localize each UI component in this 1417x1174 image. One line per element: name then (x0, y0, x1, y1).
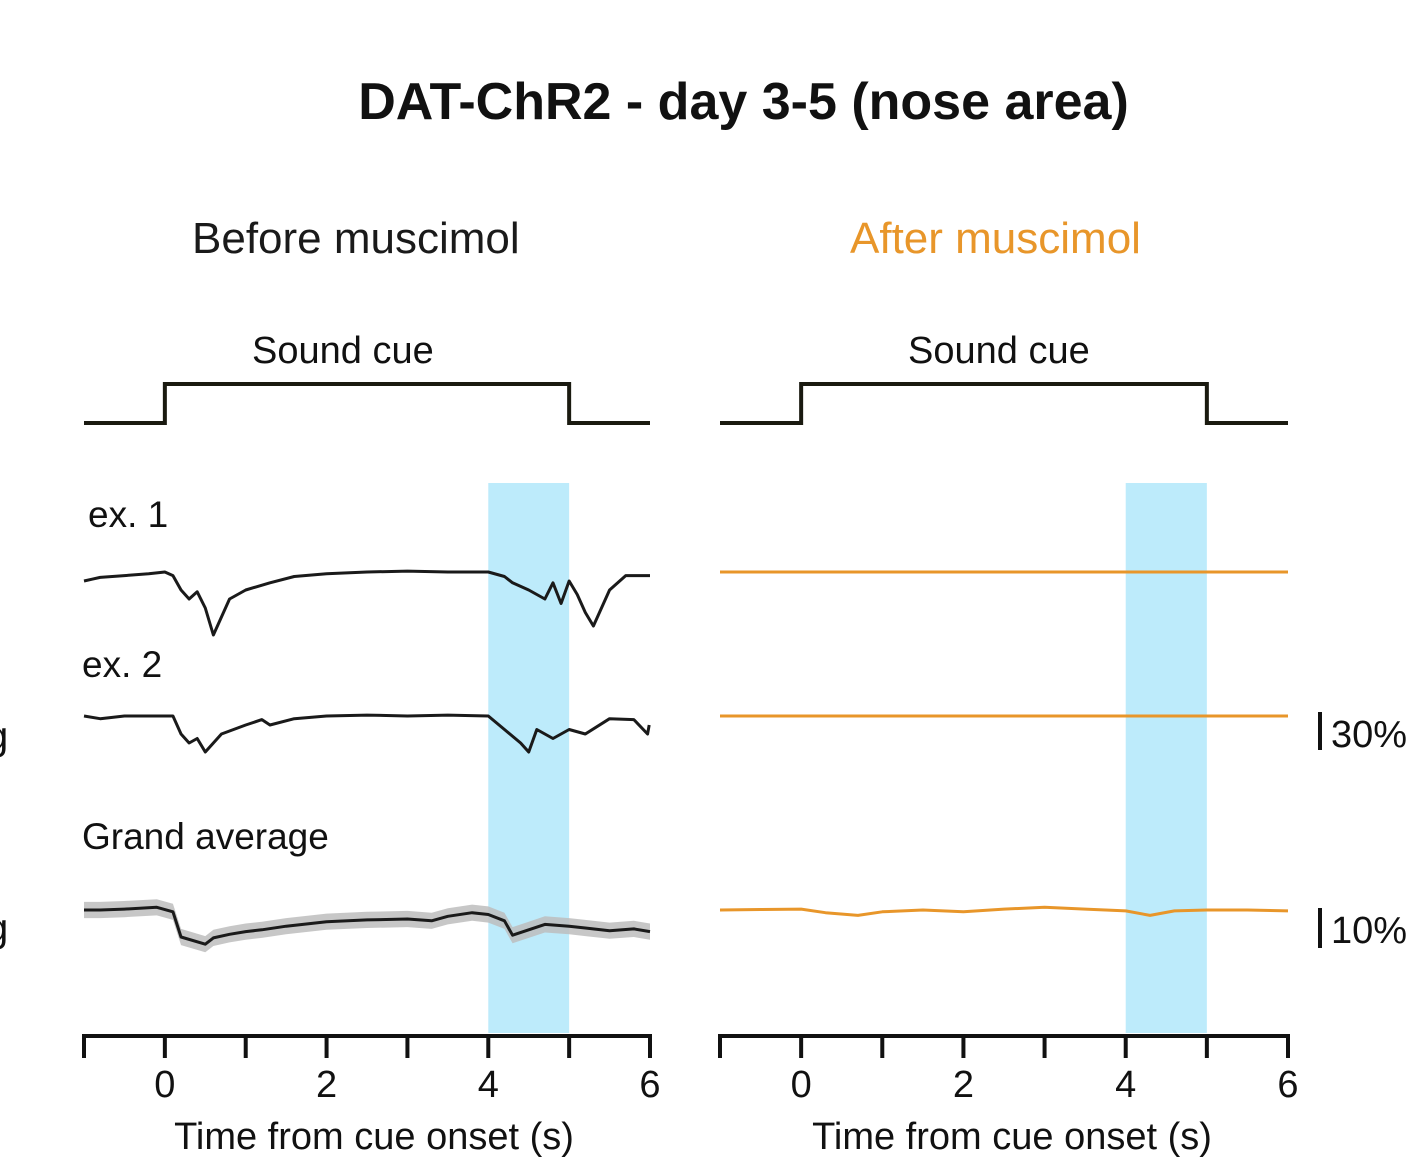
scale-bar-label-30: 30% (1331, 714, 1408, 756)
panel-title-after: After muscimol (850, 214, 1141, 263)
trace-ex1-before (83, 569, 650, 637)
x-tick-label-before-2: 2 (315, 1064, 338, 1106)
trace-grand-average-before (84, 905, 651, 946)
sound-cue-trace-after (720, 382, 1288, 425)
panel-title-before: Before muscimol (192, 214, 520, 263)
x-tick-label-after-6: 6 (1277, 1064, 1299, 1106)
trace-label-grand-average: Grand average (82, 816, 329, 857)
x-tick-label-before-4: 4 (477, 1064, 499, 1106)
cropped-glyph-lower: g (0, 906, 8, 951)
figure-title: DAT-ChR2 - day 3-5 (nose area) (358, 73, 1129, 131)
trace-label-ex2: ex. 2 (82, 644, 163, 685)
stim-window-after (1125, 483, 1207, 1033)
x-tick-label-before-6: 6 (639, 1064, 661, 1106)
cropped-glyph-upper: g (0, 714, 8, 759)
scale-bar-label-10: 10% (1331, 910, 1408, 952)
trace-ex2-before (83, 713, 651, 754)
x-tick-label-after-0: 0 (790, 1064, 812, 1106)
x-tick-label-after-4: 4 (1115, 1064, 1137, 1106)
x-tick-label-after-2: 2 (952, 1064, 974, 1106)
trace-label-ex1: ex. 1 (88, 494, 169, 535)
x-axis-title-after: Time from cue onset (s) (812, 1116, 1212, 1158)
trace-grand-average-after (719, 905, 1289, 917)
x-tick-label-before-0: 0 (154, 1064, 176, 1106)
x-axis-title-before: Time from cue onset (s) (174, 1116, 574, 1158)
stim-window-before (488, 483, 570, 1033)
sound-cue-trace-before (84, 382, 650, 425)
grand-average-band-before (84, 899, 650, 953)
cue-label-after: Sound cue (908, 330, 1090, 372)
cue-label-before: Sound cue (252, 330, 434, 372)
